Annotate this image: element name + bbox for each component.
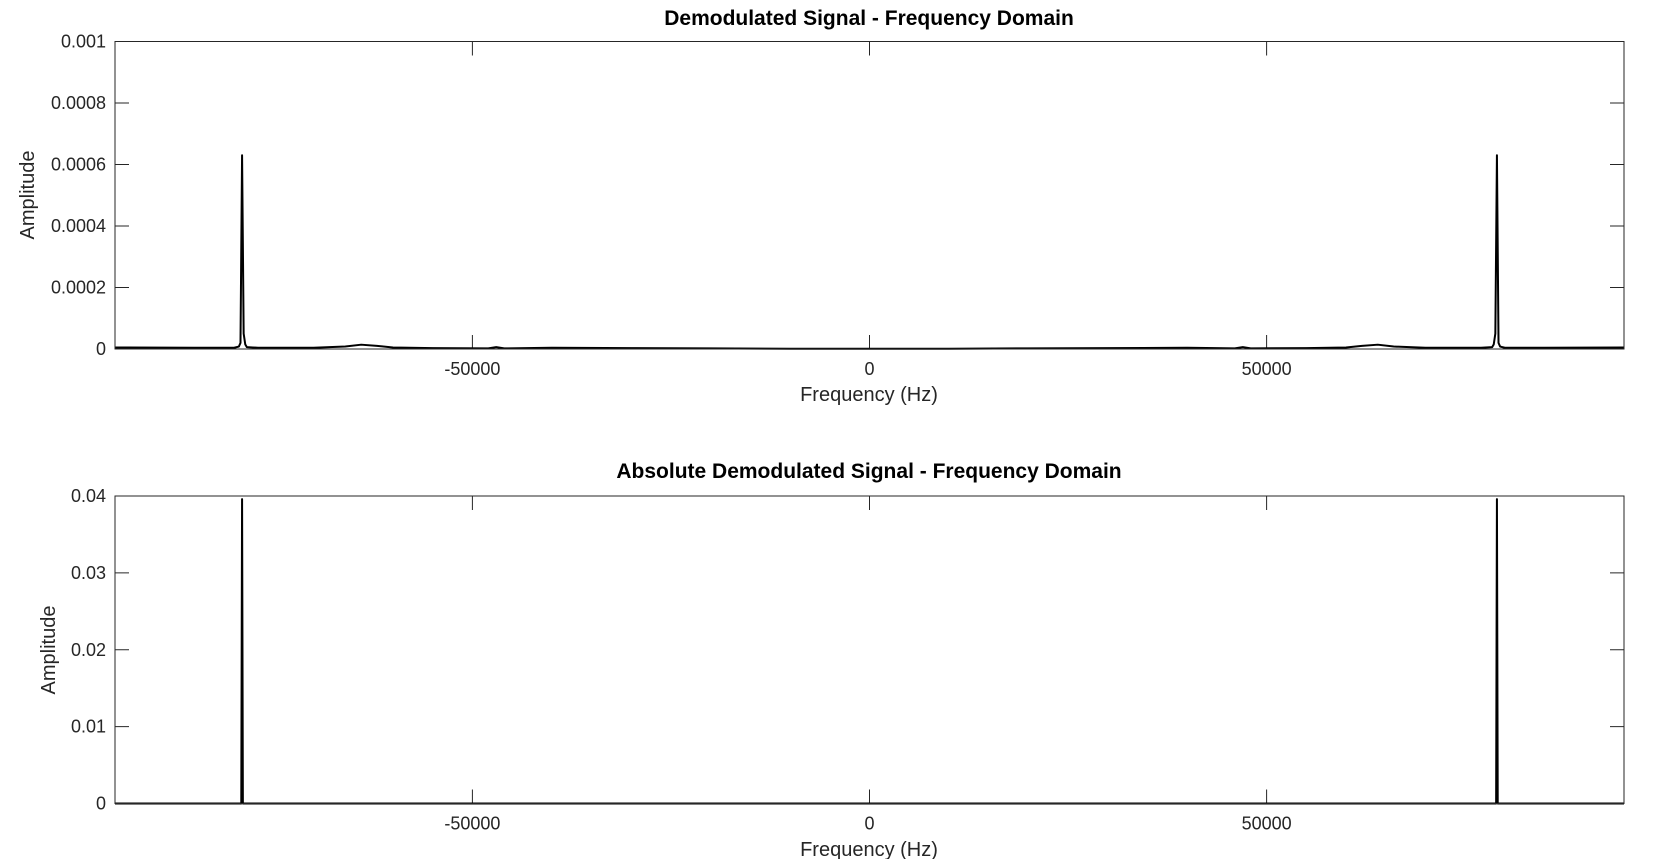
series-line: [115, 498, 1624, 805]
y-tick-label: 0: [96, 339, 106, 359]
axes-box: [114, 495, 1625, 804]
x-tick-label: 50000: [1242, 814, 1292, 834]
y-tick-label: 0.0006: [51, 155, 106, 175]
y-tick-label: 0.01: [71, 717, 106, 737]
x-tick-label: -50000: [444, 814, 500, 834]
x-tick-label: 0: [864, 814, 874, 834]
axes-box: [114, 41, 1625, 350]
y-tick-label: 0.03: [71, 563, 106, 583]
y-tick-label: 0.04: [71, 486, 106, 506]
chart-absolute-demodulated-spectrum: Absolute Demodulated Signal - Frequency …: [38, 460, 1625, 861]
plot-area: [114, 154, 1625, 350]
chart-title: Absolute Demodulated Signal - Frequency …: [616, 460, 1121, 483]
series-line: [114, 154, 1625, 350]
y-axis-label: Amplitude: [17, 151, 39, 240]
y-tick-label: 0.0004: [51, 216, 106, 236]
x-tick-label: 50000: [1242, 359, 1292, 379]
chart-title: Demodulated Signal - Frequency Domain: [664, 7, 1074, 30]
y-tick-label: 0: [96, 794, 106, 814]
y-tick-label: 0.0002: [51, 278, 106, 298]
y-tick-label: 0.001: [61, 32, 106, 52]
ticks-group: -50000 0 50000 0 0.01 0.02 0.03 0.04: [71, 486, 1624, 834]
y-tick-label: 0.0008: [51, 93, 106, 113]
x-tick-label: 0: [864, 359, 874, 379]
x-axis-label: Frequency (Hz): [800, 384, 938, 406]
x-tick-label: -50000: [444, 359, 500, 379]
ticks-group: -50000 0 50000 0 0.0002 0.0004 0.0006 0.0008 0.0…: [51, 32, 1624, 379]
chart-demodulated-spectrum: Demodulated Signal - Frequency Domain -5…: [17, 7, 1625, 406]
y-tick-label: 0.02: [71, 640, 106, 660]
y-axis-label: Amplitude: [38, 606, 60, 695]
plot-area: [115, 498, 1624, 805]
x-axis-label: Frequency (Hz): [800, 839, 938, 859]
